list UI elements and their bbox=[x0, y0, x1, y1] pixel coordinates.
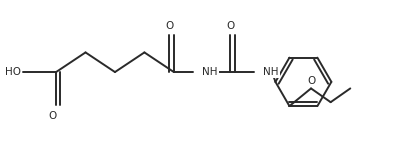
Text: O: O bbox=[307, 76, 315, 86]
Text: O: O bbox=[166, 21, 174, 31]
Text: NH: NH bbox=[202, 67, 218, 77]
Text: O: O bbox=[48, 111, 56, 121]
Text: NH: NH bbox=[263, 67, 279, 77]
Text: O: O bbox=[227, 21, 235, 31]
Text: HO: HO bbox=[5, 67, 21, 77]
